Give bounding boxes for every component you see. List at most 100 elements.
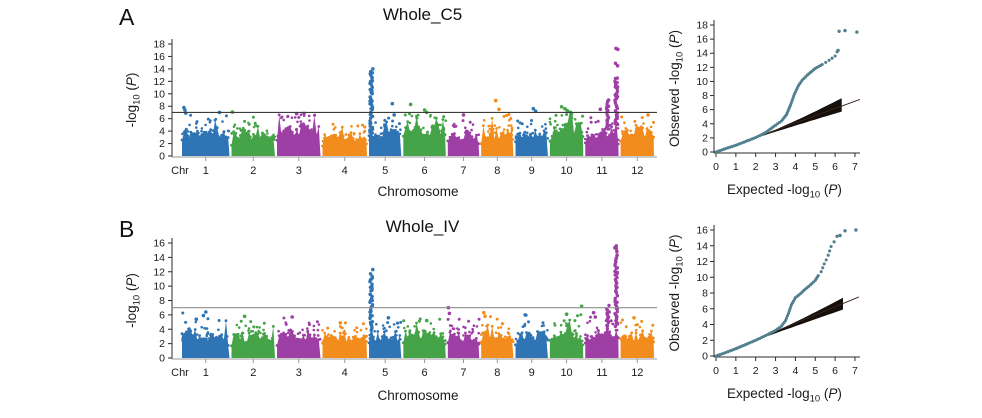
panel-a-label: A <box>119 4 135 30</box>
svg-text:12: 12 <box>153 76 165 88</box>
svg-text:0: 0 <box>702 351 708 363</box>
svg-text:4: 4 <box>702 118 708 130</box>
svg-text:6: 6 <box>422 367 428 379</box>
svg-text:4: 4 <box>792 365 798 377</box>
svg-text:10: 10 <box>560 367 572 379</box>
svg-text:14: 14 <box>153 252 165 264</box>
svg-text:8: 8 <box>494 367 500 379</box>
svg-text:10: 10 <box>696 76 708 88</box>
svg-text:2: 2 <box>702 132 708 144</box>
svg-text:8: 8 <box>494 165 500 177</box>
svg-text:6: 6 <box>702 104 708 116</box>
svg-text:Chr: Chr <box>171 165 189 177</box>
svg-text:4: 4 <box>792 161 798 173</box>
axis-label: -log10 (P) <box>124 73 142 128</box>
svg-text:6: 6 <box>832 161 838 173</box>
svg-text:3: 3 <box>296 367 302 379</box>
axes <box>168 238 638 363</box>
svg-text:14: 14 <box>696 48 708 60</box>
svg-text:3: 3 <box>773 161 779 173</box>
svg-text:7: 7 <box>852 365 858 377</box>
svg-text:0: 0 <box>713 365 719 377</box>
axes <box>168 39 638 161</box>
svg-text:2: 2 <box>250 367 256 379</box>
svg-text:11: 11 <box>596 165 607 177</box>
svg-text:1: 1 <box>733 161 739 173</box>
svg-text:Chromosome: Chromosome <box>377 184 458 199</box>
svg-text:2: 2 <box>250 165 256 177</box>
axes <box>710 20 860 157</box>
svg-text:16: 16 <box>153 238 165 250</box>
svg-text:4: 4 <box>342 367 348 379</box>
svg-text:5: 5 <box>382 165 388 177</box>
panel-b-title: Whole_IV <box>385 217 460 236</box>
svg-text:12: 12 <box>631 367 643 379</box>
axis-label: Observed -log10 (P) <box>667 30 685 147</box>
svg-text:0: 0 <box>713 161 719 173</box>
svg-text:8: 8 <box>702 90 708 102</box>
svg-text:6: 6 <box>159 113 165 125</box>
svg-text:4: 4 <box>159 324 165 336</box>
axis-label: Observed -log10 (P) <box>667 234 685 351</box>
svg-text:12: 12 <box>631 165 643 177</box>
svg-text:6: 6 <box>832 365 838 377</box>
svg-text:10: 10 <box>560 165 572 177</box>
svg-text:12: 12 <box>153 266 165 278</box>
svg-text:5: 5 <box>812 161 818 173</box>
qq-curve-points <box>714 228 858 358</box>
svg-text:0: 0 <box>159 151 165 163</box>
svg-text:4: 4 <box>342 165 348 177</box>
svg-text:7: 7 <box>852 161 858 173</box>
axis-label: -log10 (P) <box>124 273 142 328</box>
axis-label: Expected -log10 (P) <box>727 182 842 200</box>
qq-curve-points <box>714 28 859 154</box>
svg-text:4: 4 <box>702 319 708 331</box>
svg-text:7: 7 <box>460 367 466 379</box>
svg-text:0: 0 <box>159 353 165 365</box>
svg-text:8: 8 <box>159 295 165 307</box>
svg-text:6: 6 <box>702 303 708 315</box>
svg-text:18: 18 <box>696 20 708 32</box>
svg-text:Chr: Chr <box>171 367 189 379</box>
axis-label: Expected -log10 (P) <box>727 386 842 404</box>
svg-text:3: 3 <box>773 365 779 377</box>
svg-text:2: 2 <box>159 338 165 350</box>
svg-text:5: 5 <box>382 367 388 379</box>
svg-text:0: 0 <box>702 147 708 159</box>
svg-text:14: 14 <box>696 240 708 252</box>
svg-text:9: 9 <box>529 367 535 379</box>
svg-text:16: 16 <box>696 34 708 46</box>
svg-text:2: 2 <box>702 335 708 347</box>
panel-b-label: B <box>119 216 135 242</box>
svg-text:14: 14 <box>153 63 165 75</box>
svg-text:3: 3 <box>296 165 302 177</box>
svg-text:12: 12 <box>696 62 708 74</box>
svg-text:18: 18 <box>153 39 165 51</box>
svg-text:Chromosome: Chromosome <box>377 388 458 403</box>
svg-text:8: 8 <box>702 288 708 300</box>
svg-text:7: 7 <box>460 165 466 177</box>
svg-text:1: 1 <box>203 367 209 379</box>
svg-text:1: 1 <box>733 365 739 377</box>
svg-text:1: 1 <box>203 165 209 177</box>
chromosome-points <box>180 244 655 358</box>
svg-text:10: 10 <box>153 88 165 100</box>
panel-a-title: Whole_C5 <box>382 5 463 24</box>
axes <box>710 225 860 361</box>
svg-text:5: 5 <box>812 365 818 377</box>
svg-text:2: 2 <box>753 365 759 377</box>
svg-text:10: 10 <box>153 281 165 293</box>
svg-text:2: 2 <box>753 161 759 173</box>
svg-text:10: 10 <box>696 272 708 284</box>
